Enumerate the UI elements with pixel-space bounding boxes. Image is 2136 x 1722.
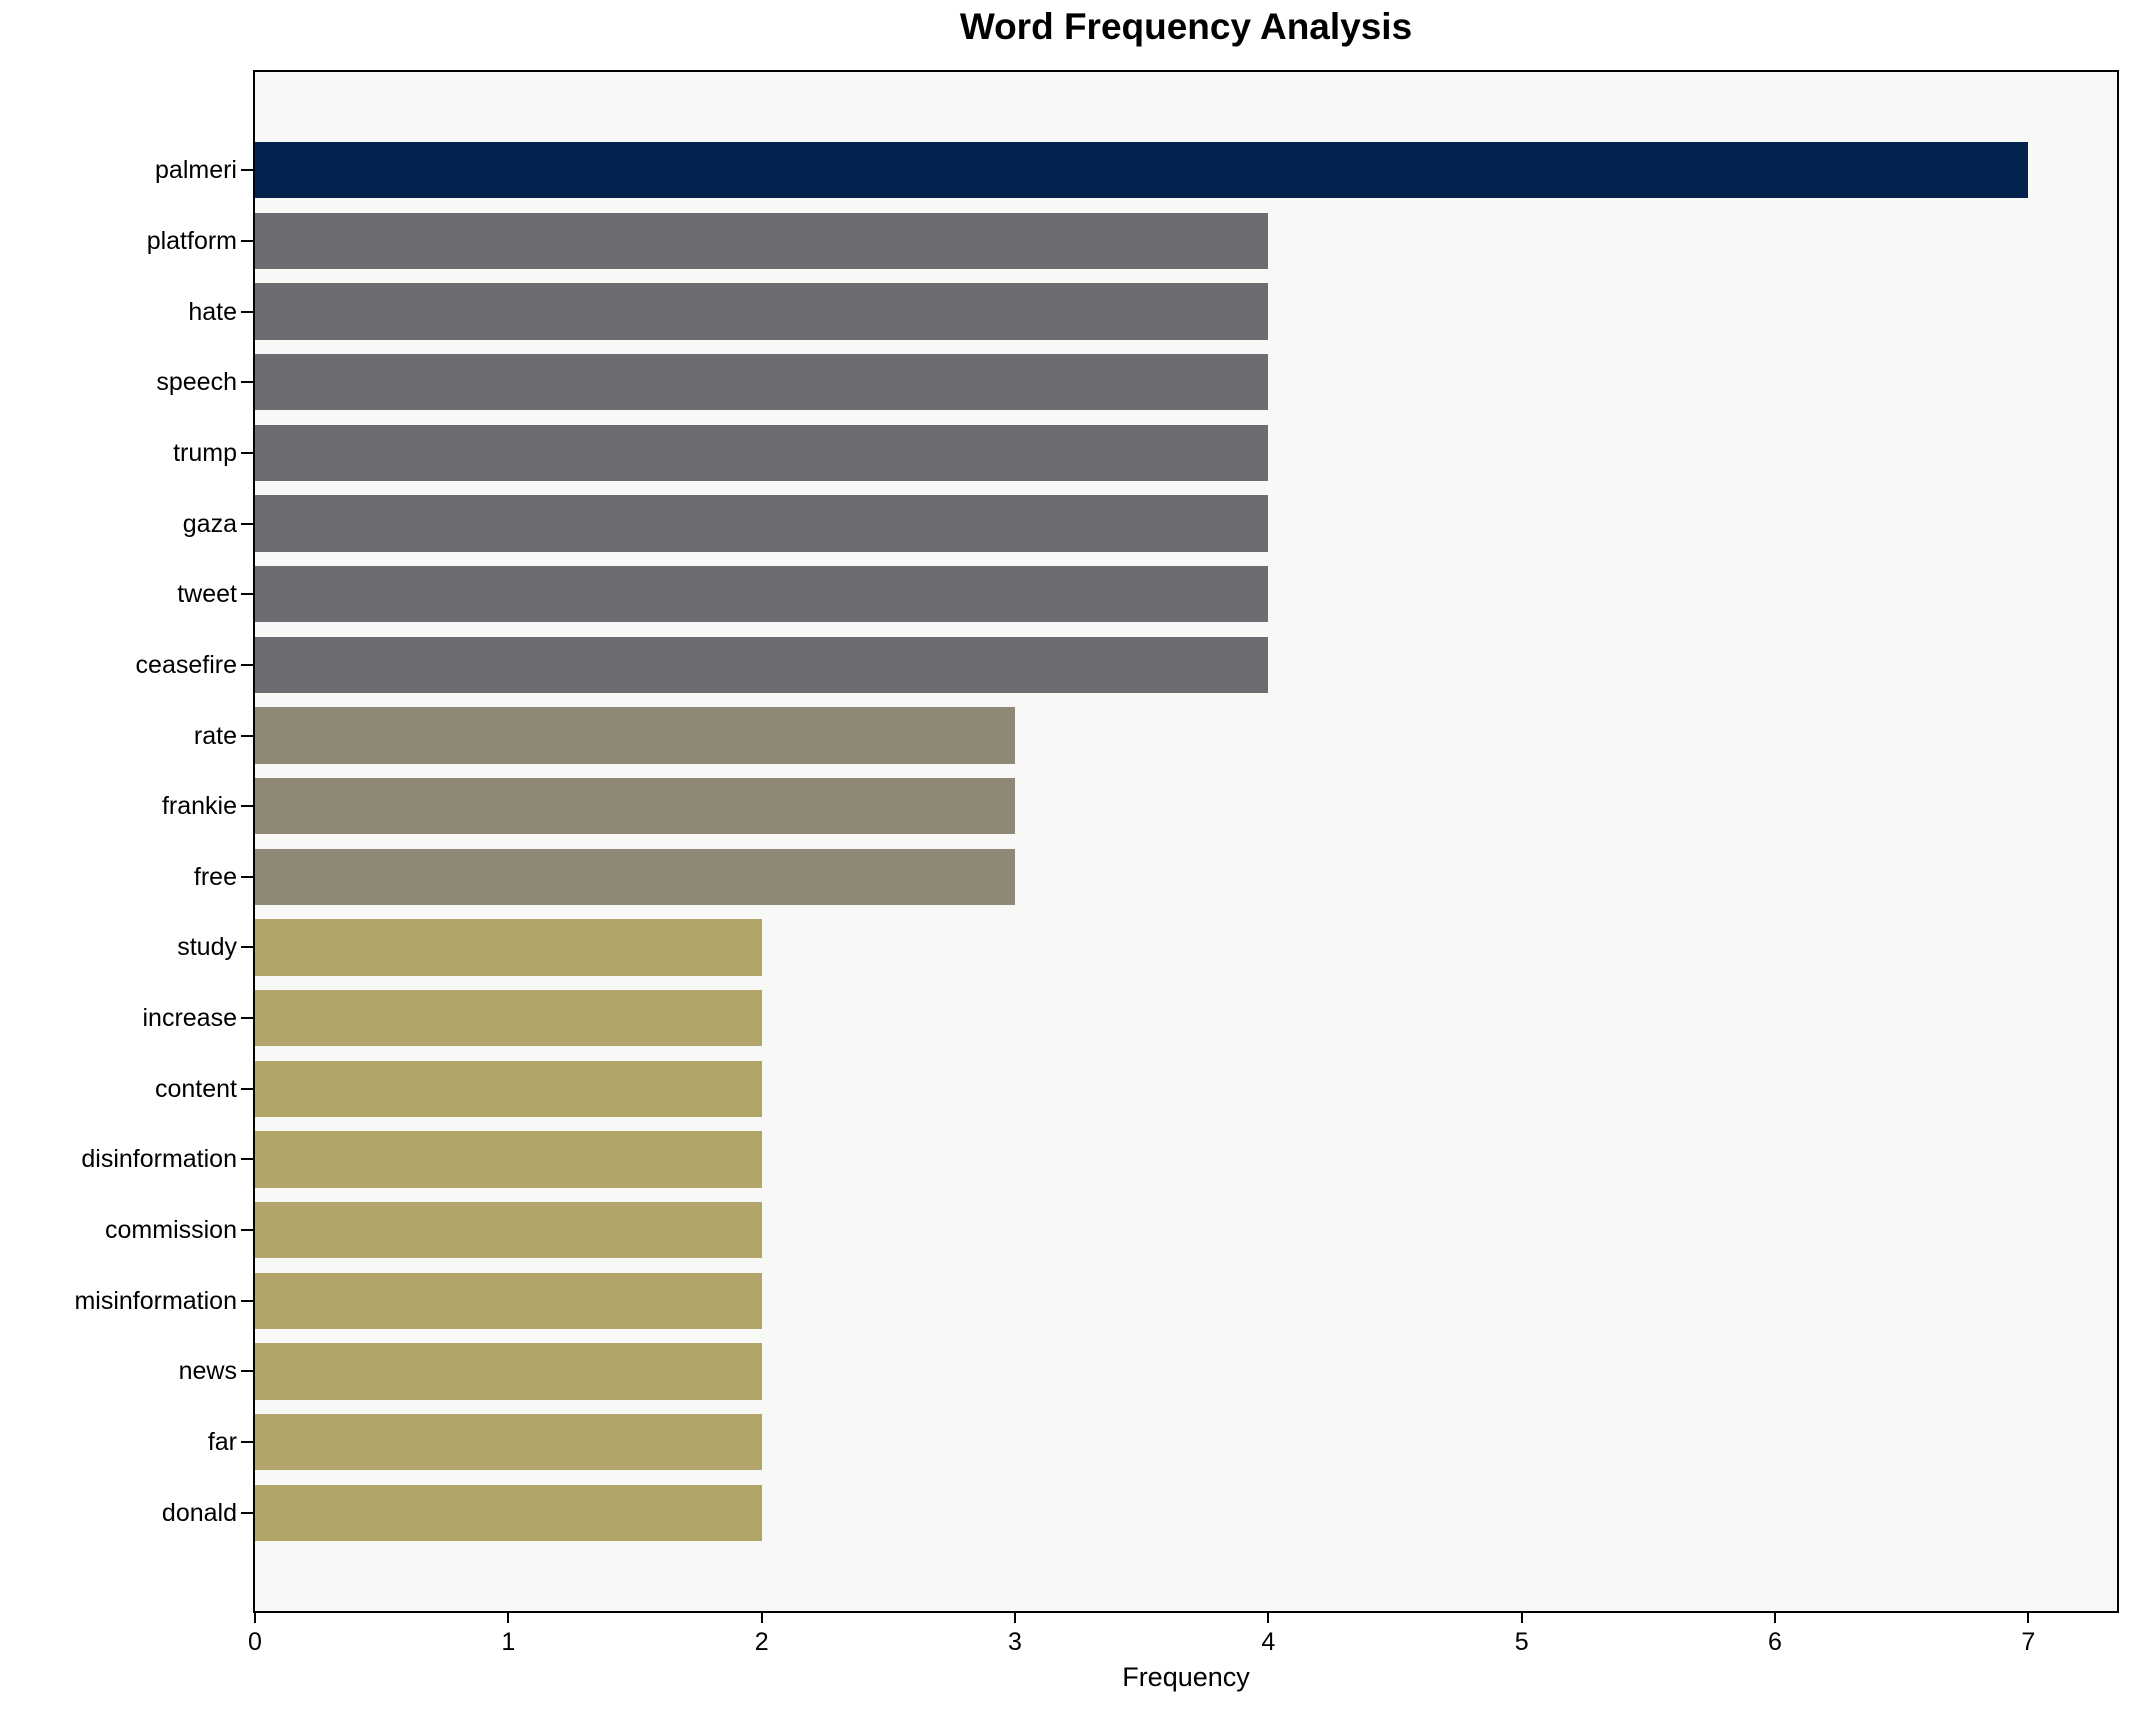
bar-hate	[255, 283, 1269, 340]
x-tick-mark	[1520, 1613, 1523, 1623]
y-tick-mark	[241, 169, 253, 172]
y-tick-label-content: content	[154, 1074, 237, 1103]
y-tick-label-ceasefire: ceasefire	[135, 650, 237, 679]
x-tick-label-1: 1	[501, 1628, 516, 1656]
y-tick-mark	[241, 1441, 253, 1444]
y-tick-label-far: far	[207, 1428, 237, 1457]
bar-gaza	[255, 495, 1269, 552]
bar-ceasefire	[255, 636, 1269, 694]
x-tick-label-0: 0	[248, 1628, 262, 1656]
y-tick-label-hate: hate	[188, 297, 237, 326]
x-tick-label-2: 2	[754, 1628, 769, 1656]
bar-platform	[255, 212, 1269, 270]
bar-far	[255, 1413, 762, 1471]
y-tick-label-palmeri: palmeri	[155, 156, 237, 185]
y-tick-mark	[241, 663, 253, 666]
y-tick-mark	[241, 1299, 253, 1302]
bar-donald	[255, 1484, 762, 1542]
bar-free	[255, 848, 1015, 906]
bar-news	[255, 1343, 762, 1400]
bar-speech	[255, 353, 1269, 411]
y-tick-label-speech: speech	[156, 368, 237, 397]
bar-frankie	[255, 777, 1015, 835]
x-tick-mark	[1014, 1613, 1016, 1623]
bar-increase	[255, 989, 762, 1047]
y-tick-mark	[241, 593, 253, 596]
x-tick-mark	[507, 1613, 510, 1623]
x-tick-mark	[760, 1613, 763, 1623]
x-axis-label: Frequency	[1122, 1662, 1250, 1692]
y-tick-label-gaza: gaza	[182, 509, 237, 538]
y-tick-label-frankie: frankie	[161, 792, 237, 821]
y-tick-label-study: study	[177, 933, 237, 962]
y-tick-label-donald: donald	[161, 1498, 237, 1527]
bar-commission	[255, 1201, 762, 1259]
y-tick-mark	[241, 381, 253, 384]
y-tick-label-misinformation: misinformation	[74, 1286, 237, 1315]
y-tick-label-tweet: tweet	[177, 580, 237, 609]
y-tick-mark	[241, 946, 253, 949]
x-tick-label-3: 3	[1008, 1628, 1022, 1656]
y-tick-mark	[241, 239, 253, 242]
y-tick-mark	[241, 1017, 253, 1020]
x-tick-mark	[2027, 1613, 2030, 1623]
y-tick-label-rate: rate	[193, 721, 237, 750]
bar-content	[255, 1060, 762, 1118]
y-tick-label-news: news	[178, 1357, 237, 1386]
y-tick-label-commission: commission	[105, 1216, 237, 1245]
x-tick-label-5: 5	[1514, 1628, 1529, 1656]
y-tick-mark	[241, 1511, 253, 1514]
bar-rate	[255, 707, 1015, 764]
y-tick-mark	[241, 734, 253, 737]
y-tick-mark	[241, 1370, 253, 1373]
bar-misinformation	[255, 1272, 762, 1330]
y-tick-label-disinformation: disinformation	[81, 1145, 237, 1174]
bar-tweet	[255, 565, 1269, 623]
y-tick-mark	[241, 1229, 253, 1232]
x-tick-mark	[254, 1613, 256, 1623]
y-tick-label-platform: platform	[146, 226, 237, 255]
y-tick-mark	[241, 522, 253, 525]
y-tick-mark	[241, 310, 253, 313]
y-tick-label-increase: increase	[142, 1004, 238, 1033]
x-tick-label-6: 6	[1768, 1628, 1782, 1656]
x-tick-mark	[1774, 1613, 1776, 1623]
y-tick-mark	[241, 805, 253, 808]
bar-trump	[255, 424, 1269, 482]
bar-disinformation	[255, 1131, 762, 1188]
x-tick-label-4: 4	[1261, 1628, 1276, 1656]
y-tick-label-free: free	[193, 862, 237, 891]
y-tick-mark	[241, 1158, 253, 1161]
x-tick-label-7: 7	[2021, 1628, 2036, 1656]
y-tick-mark	[241, 1087, 253, 1090]
x-tick-mark	[1267, 1613, 1270, 1623]
y-tick-mark	[241, 451, 253, 454]
chart-title: Word Frequency Analysis	[959, 6, 1413, 47]
bar-palmeri	[255, 141, 2029, 199]
y-tick-label-trump: trump	[173, 438, 237, 467]
y-tick-mark	[241, 875, 253, 878]
bar-study	[255, 919, 762, 976]
